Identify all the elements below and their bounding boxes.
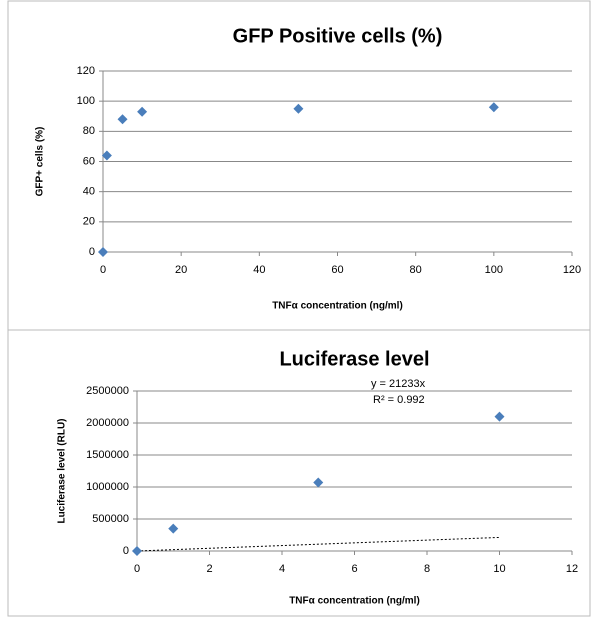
x-tick-label: 0 <box>134 563 140 575</box>
y-tick-label: 120 <box>77 65 95 77</box>
point <box>313 477 324 488</box>
y-tick-label: 0 <box>123 545 129 557</box>
y-tick-label: 2000000 <box>86 417 129 429</box>
x-axis-title: TNFα concentration (ng/ml) <box>289 596 420 607</box>
y-tick-label: 40 <box>83 186 95 198</box>
y-tick-label: 80 <box>83 125 95 137</box>
point <box>494 411 505 422</box>
point <box>101 150 112 161</box>
point <box>132 546 142 556</box>
y-tick-label: 1000000 <box>86 481 129 493</box>
point <box>293 103 304 114</box>
x-tick-label: 8 <box>424 563 430 575</box>
x-tick-label: 100 <box>485 264 503 276</box>
point <box>98 247 108 257</box>
y-axis-title: GFP+ cells (%) <box>35 127 46 197</box>
trendline-r2: R² = 0.992 <box>373 394 425 406</box>
frame <box>7 0 591 617</box>
trendline-equation: y = 21233x <box>371 378 426 390</box>
x-tick-label: 40 <box>253 264 265 276</box>
y-axis-title: Luciferase level (RLU) <box>57 418 68 523</box>
y-tick-label: 500000 <box>92 513 129 525</box>
x-tick-label: 120 <box>563 264 581 276</box>
point <box>488 102 499 113</box>
x-tick-label: 60 <box>331 264 343 276</box>
x-tick-label: 2 <box>206 563 212 575</box>
y-tick-label: 1500000 <box>86 449 129 461</box>
y-tick-label: 60 <box>83 155 95 167</box>
y-tick-label: 2500000 <box>86 385 129 397</box>
x-tick-label: 4 <box>279 563 285 575</box>
chart-title: GFP Positive cells (%) <box>233 25 443 47</box>
y-tick-label: 0 <box>89 246 95 258</box>
x-tick-label: 20 <box>175 264 187 276</box>
point <box>137 106 148 117</box>
point <box>168 523 179 534</box>
x-tick-label: 80 <box>410 264 422 276</box>
y-tick-label: 20 <box>83 216 95 228</box>
y-tick-label: 100 <box>77 95 95 107</box>
x-tick-label: 12 <box>566 563 578 575</box>
x-tick-label: 10 <box>493 563 505 575</box>
x-tick-label: 0 <box>100 264 106 276</box>
chart-title: Luciferase level <box>279 348 429 370</box>
point <box>117 114 128 125</box>
x-tick-label: 6 <box>351 563 357 575</box>
trendline <box>136 536 500 552</box>
x-axis-title: TNFα concentration (ng/ml) <box>272 301 403 312</box>
